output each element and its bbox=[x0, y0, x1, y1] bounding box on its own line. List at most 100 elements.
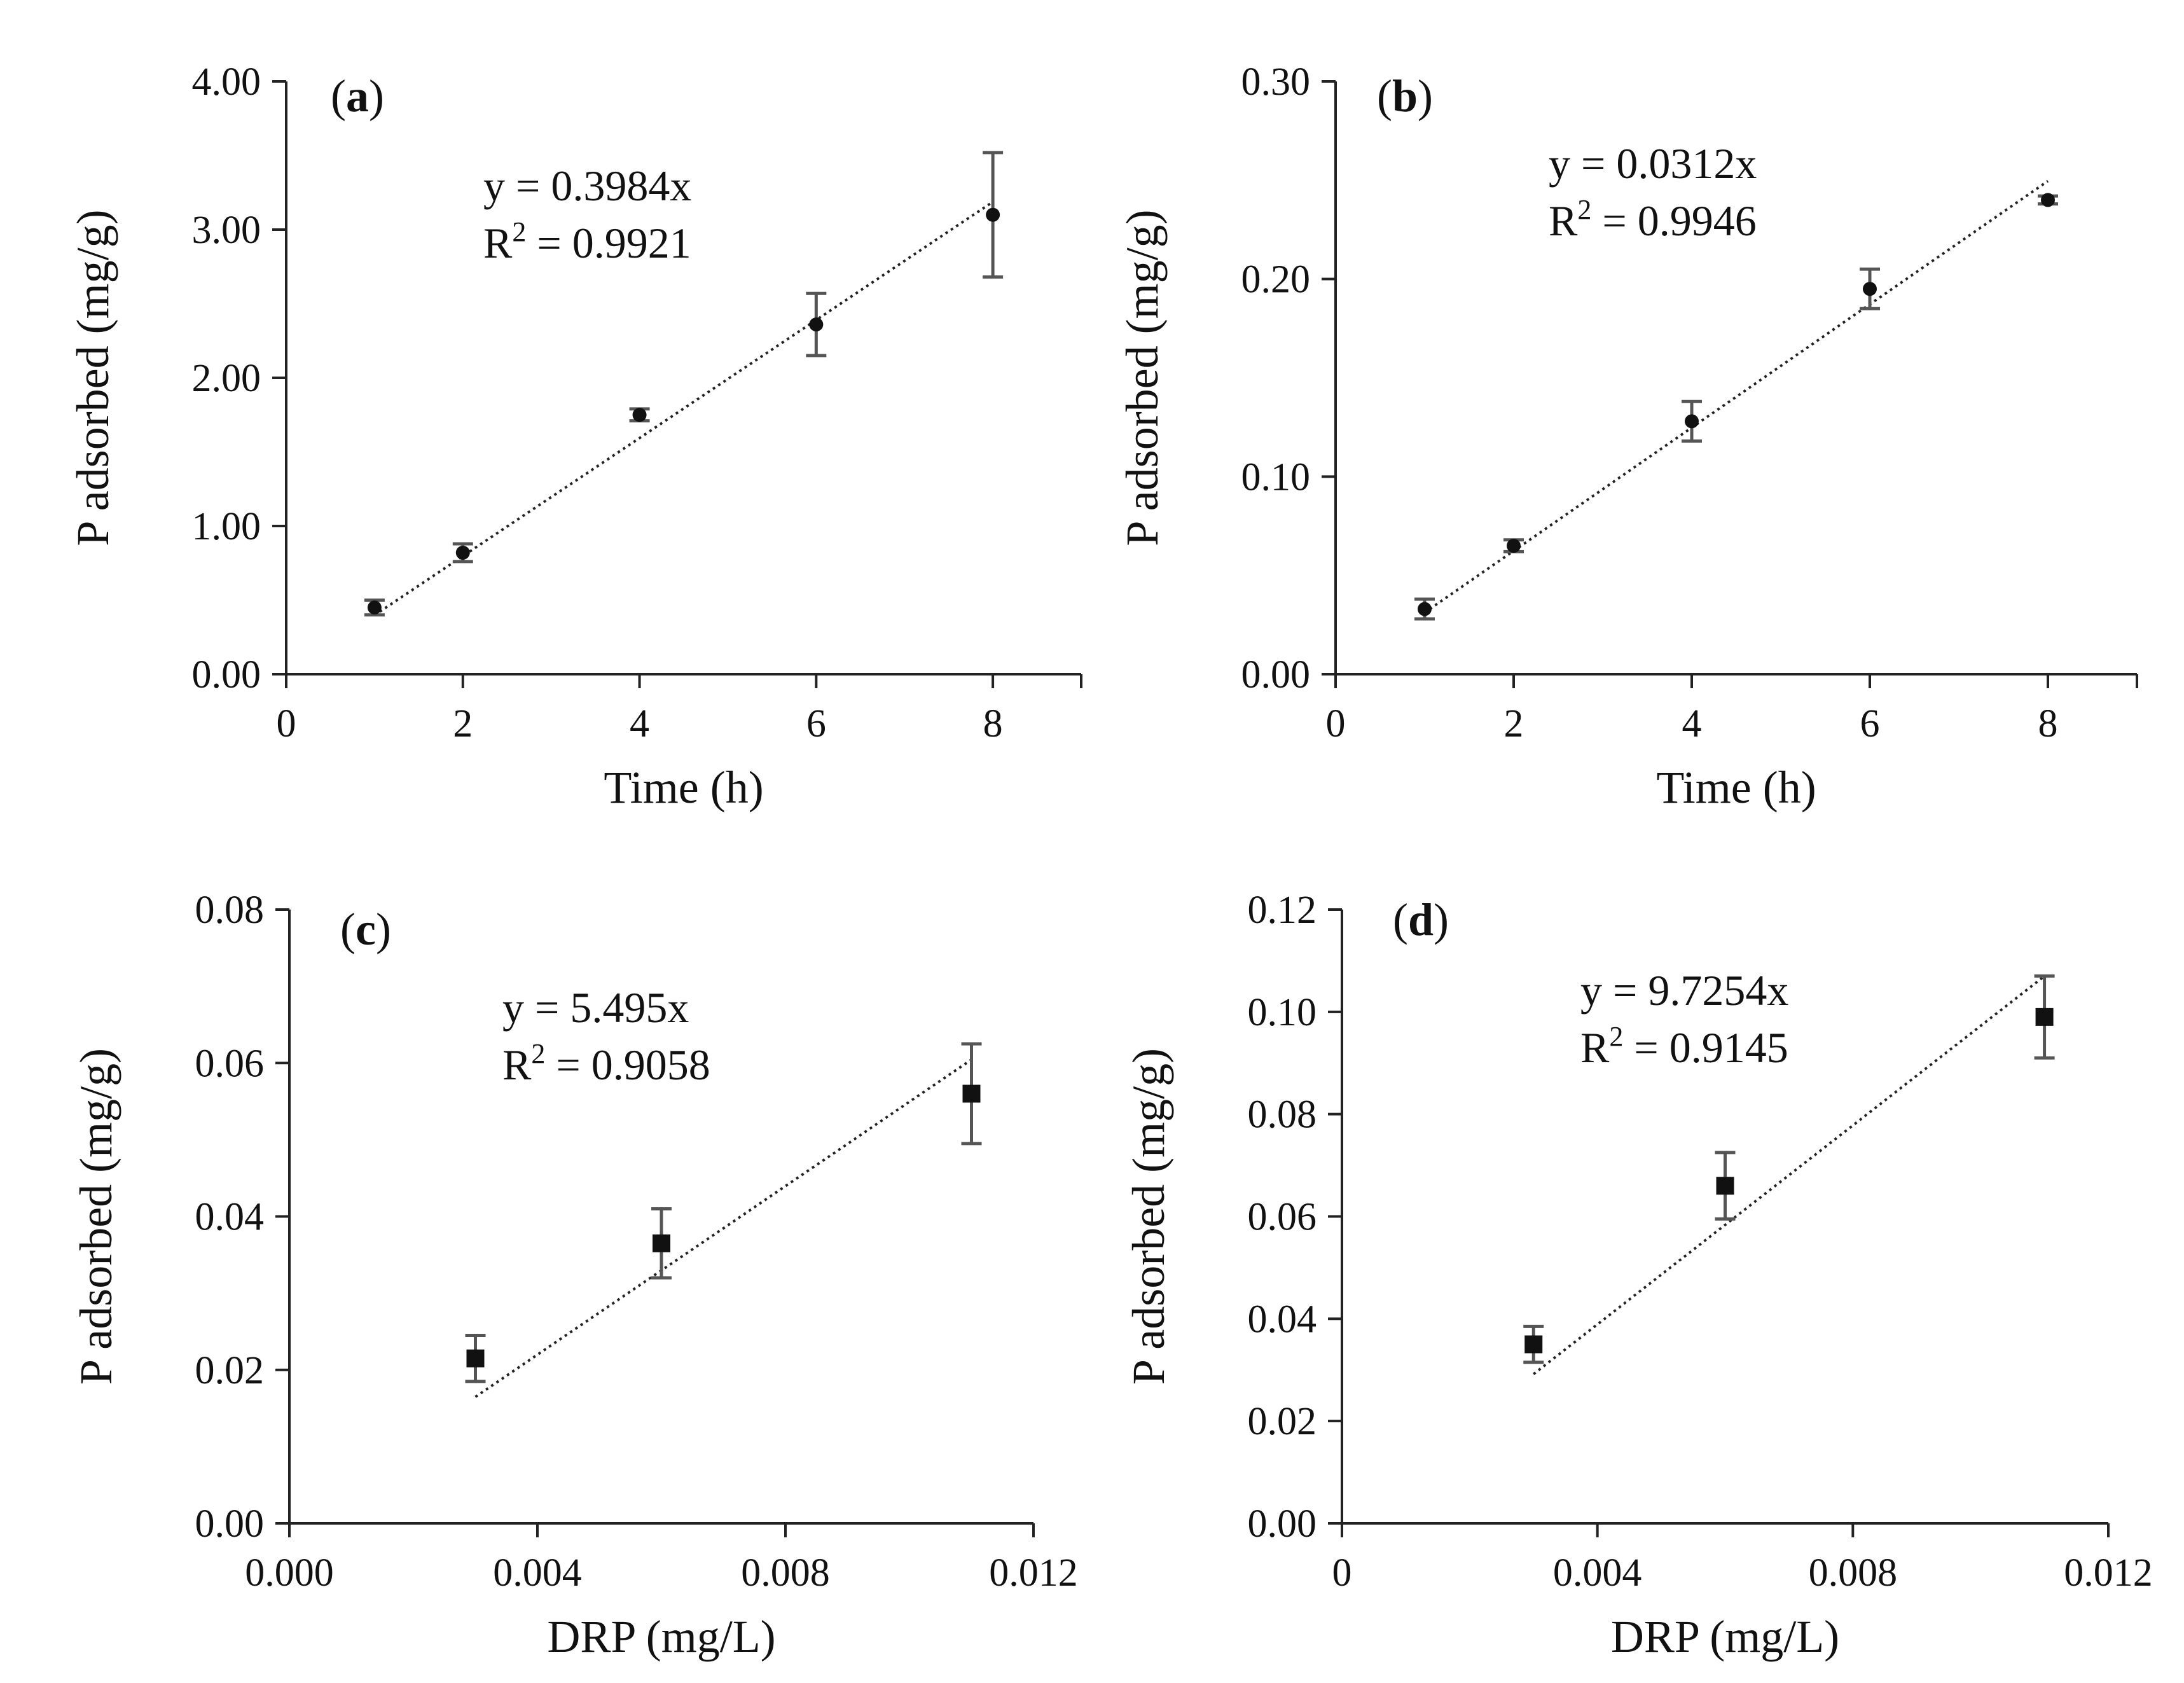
x-tick-label: 6 bbox=[806, 702, 826, 745]
r-squared-symbol: R bbox=[502, 1041, 532, 1089]
y-tick-label: 0.10 bbox=[1248, 991, 1317, 1034]
r-squared-value: = 0.9921 bbox=[526, 219, 691, 267]
y-axis-title: P adsorbed (mg/g) bbox=[71, 1048, 121, 1385]
data-point bbox=[653, 1234, 670, 1252]
x-tick-label: 0.012 bbox=[989, 1551, 1078, 1595]
y-tick-label: 0.30 bbox=[1241, 60, 1311, 104]
panel-label-close: ) bbox=[376, 904, 391, 955]
r-squared-value: = 0.9145 bbox=[1623, 1023, 1788, 1072]
x-tick-label: 8 bbox=[2038, 702, 2058, 745]
y-tick-label: 0.08 bbox=[1248, 1093, 1317, 1137]
y-tick-label: 3.00 bbox=[192, 209, 261, 252]
x-tick-label: 0 bbox=[277, 702, 296, 745]
x-axis-title: DRP (mg/L) bbox=[1611, 1611, 1839, 1662]
data-point bbox=[1716, 1177, 1734, 1195]
y-tick-label: 0.00 bbox=[192, 653, 261, 696]
r-squared: R2 = 0.9145 bbox=[1580, 1021, 1788, 1072]
panel-label-open: ( bbox=[1377, 71, 1392, 121]
data-point bbox=[632, 408, 647, 422]
y-tick-label: 0.08 bbox=[195, 889, 265, 932]
panel-label: (b) bbox=[1377, 71, 1433, 121]
panel-label-letter: d bbox=[1408, 894, 1434, 945]
x-tick-label: 0.004 bbox=[493, 1551, 582, 1595]
data-point bbox=[962, 1084, 981, 1103]
trendline bbox=[1423, 179, 2049, 614]
panel-label-letter: b bbox=[1392, 71, 1418, 121]
r-squared-exponent: 2 bbox=[1609, 1021, 1623, 1052]
r-squared-exponent: 2 bbox=[512, 216, 526, 247]
x-axis-title: Time (h) bbox=[604, 762, 763, 813]
r-squared-symbol: R bbox=[483, 219, 513, 267]
y-tick-label: 0.04 bbox=[195, 1196, 265, 1239]
y-tick-label: 0.00 bbox=[195, 1502, 265, 1546]
trend-equation: y = 0.0312x bbox=[1549, 139, 1757, 188]
y-tick-label: 0.06 bbox=[1248, 1196, 1317, 1239]
y-tick-label: 0.02 bbox=[1248, 1400, 1317, 1443]
x-tick-label: 0.012 bbox=[2064, 1551, 2153, 1595]
y-tick-label: 2.00 bbox=[192, 357, 261, 400]
data-point bbox=[367, 600, 382, 615]
chart-panel-b: 0.00 0.10 0.20 0.30 0 2 4 6 8 Time (h) P adsorbed … bbox=[1117, 60, 2138, 813]
y-tick-label: 4.00 bbox=[192, 60, 261, 104]
panel-label-open: ( bbox=[331, 71, 346, 121]
x-tick-label: 0 bbox=[1326, 702, 1346, 745]
panel-label: (d) bbox=[1393, 894, 1449, 945]
y-tick-label: 0.06 bbox=[195, 1042, 265, 1085]
panel-label-close: ) bbox=[369, 71, 384, 121]
y-axis-title: P adsorbed (mg/g) bbox=[67, 209, 118, 546]
data-point bbox=[2041, 193, 2055, 207]
r-squared-value: = 0.9946 bbox=[1591, 197, 1756, 245]
x-axis-title: Time (h) bbox=[1656, 762, 1816, 813]
y-axis-title: P adsorbed (mg/g) bbox=[1123, 1048, 1174, 1385]
y-tick-label: 1.00 bbox=[192, 505, 261, 548]
data-point bbox=[1524, 1335, 1543, 1354]
panel-label-close: ) bbox=[1434, 894, 1449, 945]
chart-panel-c: 0.00 0.02 0.04 0.06 0.08 0.000 0.004 0.008 0.012… bbox=[71, 889, 1078, 1662]
r-squared: R2 = 0.9946 bbox=[1549, 194, 1757, 245]
data-point bbox=[1507, 539, 1521, 553]
data-point bbox=[809, 317, 824, 332]
x-tick-label: 2 bbox=[453, 702, 473, 745]
data-point bbox=[986, 207, 1000, 222]
y-tick-label: 0.12 bbox=[1248, 889, 1317, 932]
y-tick-label: 0.10 bbox=[1241, 455, 1311, 499]
r-squared-value: = 0.9058 bbox=[545, 1041, 710, 1089]
panel-label: (a) bbox=[331, 71, 384, 121]
r-squared: R2 = 0.9921 bbox=[483, 216, 691, 267]
x-tick-label: 4 bbox=[630, 702, 649, 745]
r-squared-exponent: 2 bbox=[531, 1038, 545, 1069]
r-squared-symbol: R bbox=[1549, 197, 1578, 245]
panel-label-open: ( bbox=[1393, 894, 1408, 945]
x-tick-label: 6 bbox=[1860, 702, 1880, 745]
y-axis-title: P adsorbed (mg/g) bbox=[1117, 209, 1168, 546]
data-point bbox=[2035, 1008, 2054, 1026]
data-point bbox=[1863, 282, 1877, 296]
data-point bbox=[455, 545, 470, 560]
y-tick-label: 0.20 bbox=[1241, 258, 1311, 301]
trend-equation: y = 5.495x bbox=[502, 983, 689, 1032]
r-squared-symbol: R bbox=[1580, 1023, 1610, 1072]
r-squared-exponent: 2 bbox=[1577, 194, 1591, 225]
x-tick-label: 8 bbox=[983, 702, 1003, 745]
r-squared: R2 = 0.9058 bbox=[502, 1038, 710, 1089]
x-tick-label: 2 bbox=[1504, 702, 1524, 745]
y-tick-label: 0.02 bbox=[195, 1349, 265, 1392]
x-tick-label: 0.000 bbox=[245, 1551, 334, 1595]
x-axis-title: DRP (mg/L) bbox=[547, 1611, 775, 1662]
chart-panel-a: 0.00 1.00 2.00 3.00 4.00 0 2 4 6 8 Time (h) P adsor… bbox=[67, 60, 1082, 813]
chart-panel-d: 0.00 0.02 0.04 0.06 0.08 0.10 0.12 0 0.004 0.008 0… bbox=[1123, 889, 2153, 1662]
data-point bbox=[1685, 414, 1699, 429]
panel-label-letter: a bbox=[346, 71, 369, 121]
x-tick-label: 0 bbox=[1332, 1551, 1352, 1595]
x-tick-label: 0.004 bbox=[1553, 1551, 1642, 1595]
panel-label-open: ( bbox=[340, 904, 356, 955]
data-point bbox=[1418, 602, 1432, 616]
x-tick-label: 0.008 bbox=[1809, 1551, 1898, 1595]
y-tick-label: 0.00 bbox=[1248, 1502, 1317, 1546]
panel-label-close: ) bbox=[1418, 71, 1433, 121]
data-point bbox=[466, 1349, 485, 1368]
trend-equation: y = 9.7254x bbox=[1580, 966, 1788, 1015]
panel-label: (c) bbox=[340, 904, 391, 955]
x-tick-label: 4 bbox=[1682, 702, 1702, 745]
